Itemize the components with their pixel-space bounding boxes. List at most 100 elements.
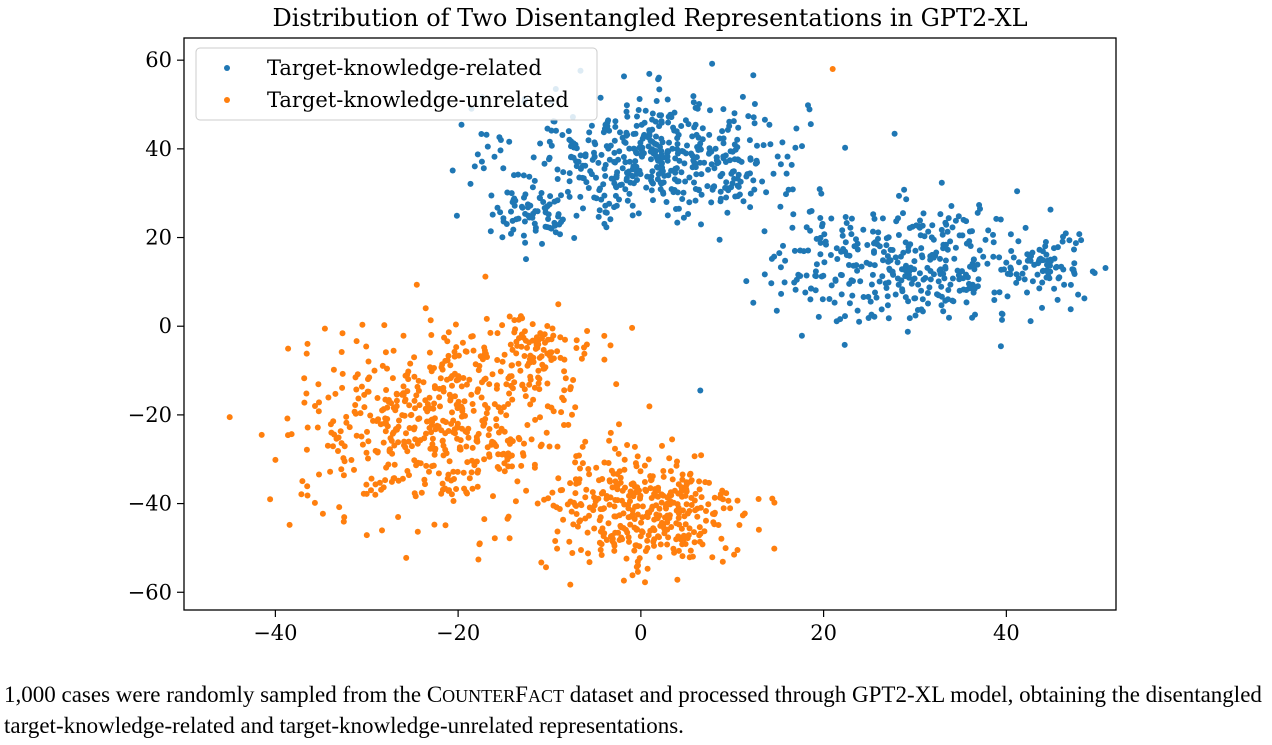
- axes-frame: [183, 37, 1117, 611]
- scatter-point: [658, 499, 665, 506]
- scatter-point: [566, 538, 573, 545]
- scatter-point: [376, 479, 383, 486]
- scatter-point: [458, 383, 465, 390]
- scatter-point: [947, 238, 954, 245]
- scatter-point: [680, 507, 686, 514]
- scatter-point: [330, 366, 337, 373]
- scatter-point: [705, 166, 712, 173]
- scatter-point: [505, 375, 512, 382]
- scatter-point: [485, 432, 492, 439]
- scatter-point: [455, 352, 462, 359]
- scatter-point: [304, 492, 311, 499]
- scatter-point: [500, 165, 507, 172]
- scatter-point: [602, 173, 609, 179]
- scatter-point: [506, 313, 513, 320]
- scatter-point: [526, 381, 533, 388]
- scatter-point: [475, 467, 482, 474]
- scatter-point: [692, 490, 699, 497]
- scatter-point: [598, 541, 605, 548]
- scatter-point: [1081, 295, 1088, 302]
- scatter-point: [952, 244, 959, 251]
- scatter-point: [769, 495, 776, 502]
- scatter-point: [841, 341, 848, 348]
- scatter-point: [481, 516, 488, 523]
- scatter-point: [728, 184, 735, 191]
- scatter-point: [710, 519, 717, 526]
- scatter-point: [481, 456, 488, 463]
- scatter-point: [969, 228, 975, 235]
- scatter-point: [843, 220, 850, 226]
- y-axis: 60 40 20 0 −20 −40 −60: [128, 48, 184, 604]
- scatter-point: [738, 158, 745, 165]
- scatter-point: [683, 501, 690, 508]
- scatter-point: [607, 429, 614, 436]
- scatter-point: [727, 505, 734, 512]
- scatter-point: [571, 235, 578, 241]
- scatter-point: [750, 299, 757, 306]
- scatter-point: [876, 243, 883, 250]
- scatter-point: [544, 323, 551, 329]
- scatter-point: [428, 332, 435, 338]
- scatter-point: [760, 142, 767, 149]
- scatter-point: [600, 489, 607, 495]
- scatter-point: [664, 157, 671, 164]
- scatter-point: [996, 254, 1003, 261]
- scatter-point: [676, 148, 683, 155]
- scatter-point: [573, 212, 580, 219]
- scatter-point: [267, 496, 274, 503]
- scatter-point: [395, 423, 402, 430]
- scatter-point: [731, 551, 738, 558]
- scatter-point: [583, 179, 590, 186]
- scatter-point: [412, 493, 419, 500]
- scatter-point: [422, 481, 428, 488]
- scatter-point: [991, 289, 998, 296]
- scatter-point: [475, 556, 482, 563]
- scatter-point: [578, 355, 585, 362]
- scatter-point: [768, 280, 775, 287]
- scatter-point: [436, 394, 443, 401]
- x-tick-label: 20: [810, 621, 837, 645]
- scatter-point: [817, 239, 824, 246]
- scatter-point: [773, 307, 780, 314]
- scatter-point: [619, 165, 626, 172]
- scatter-point: [905, 247, 912, 254]
- scatter-point: [412, 405, 418, 412]
- scatter-point: [678, 169, 685, 176]
- scatter-point: [944, 296, 951, 303]
- scatter-point: [545, 495, 552, 502]
- scatter-point: [717, 195, 724, 202]
- scatter-point: [496, 429, 502, 436]
- scatter-point: [903, 196, 910, 203]
- scatter-point: [486, 426, 493, 432]
- scatter-point: [1047, 206, 1054, 213]
- scatter-point: [683, 486, 690, 493]
- scatter-point: [937, 211, 944, 218]
- scatter-point: [884, 302, 891, 309]
- scatter-point: [627, 498, 633, 505]
- scatter-point: [770, 170, 777, 177]
- scatter-point: [1008, 266, 1014, 273]
- scatter-point: [532, 224, 539, 231]
- scatter-point: [407, 360, 414, 367]
- scatter-point: [1078, 237, 1085, 244]
- scatter-point: [720, 505, 727, 512]
- scatter-point: [511, 202, 518, 209]
- scatter-point: [1044, 269, 1051, 276]
- scatter-point: [510, 226, 517, 233]
- scatter-point: [653, 502, 660, 509]
- scatter-point: [584, 328, 591, 334]
- scatter-point: [751, 101, 758, 107]
- scatter-point: [537, 330, 544, 337]
- scatter-point: [365, 455, 371, 462]
- scatter-point: [984, 260, 991, 267]
- scatter-point: [505, 450, 512, 457]
- scatter-point: [833, 245, 840, 252]
- scatter-point: [684, 480, 690, 487]
- scatter-point: [620, 577, 627, 584]
- scatter-point: [711, 494, 718, 501]
- scatter-point: [583, 486, 590, 493]
- scatter-point: [529, 184, 536, 191]
- scatter-point: [332, 390, 339, 397]
- scatter-point: [629, 202, 636, 209]
- scatter-point: [597, 94, 604, 101]
